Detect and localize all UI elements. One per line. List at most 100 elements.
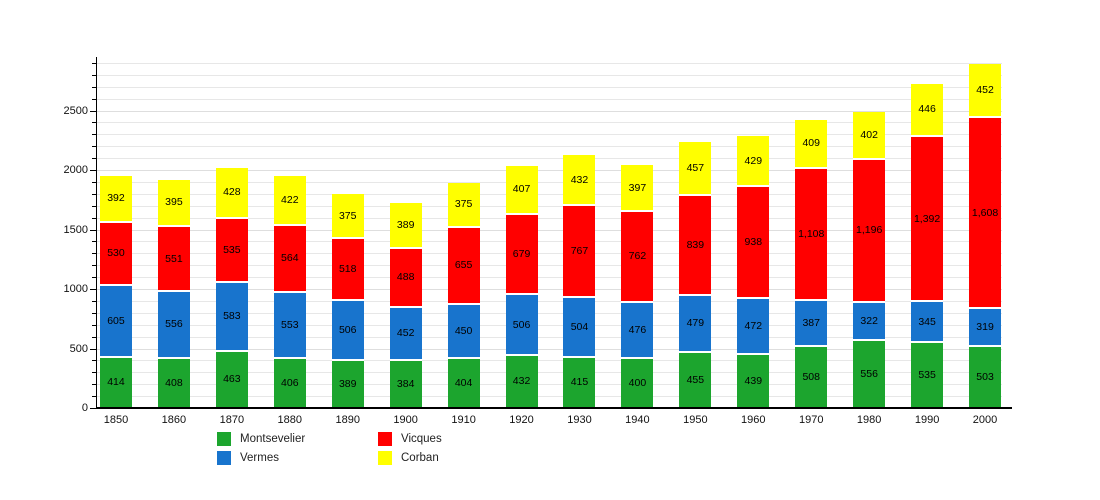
segment-montsevelier-1940: 400 xyxy=(621,359,654,407)
segment-vermes-1850: 605 xyxy=(99,285,132,358)
gridline xyxy=(97,146,1002,148)
y-axis-tick xyxy=(92,193,96,195)
stacked-bar-1890: 375 518 506 389 xyxy=(331,194,364,407)
y-axis-tick xyxy=(90,170,96,172)
y-axis-tick-label: 1500 xyxy=(63,223,88,236)
segment-vermes-1970: 387 xyxy=(795,300,828,347)
gridline xyxy=(97,158,1002,160)
stacked-bar-1930: 432 767 504 415 xyxy=(563,154,596,407)
segment-vermes-1960: 472 xyxy=(737,298,770,355)
stacked-bar-1910: 375 655 450 404 xyxy=(447,182,480,407)
y-axis-tick xyxy=(92,384,96,386)
y-axis-tick xyxy=(92,324,96,326)
segment-value-label: 762 xyxy=(628,250,647,263)
segment-value-label: 556 xyxy=(860,367,878,380)
bar-slot-1880: 422 564 553 406 1880 xyxy=(261,57,319,426)
bar-slot-1980: 402 1,196 322 556 1980 xyxy=(840,57,898,426)
segment-vicques-1980: 1,196 xyxy=(853,160,886,303)
segment-vicques-1880: 564 xyxy=(273,225,306,293)
x-axis-label-1860: 1860 xyxy=(161,414,187,426)
segment-vermes-1940: 476 xyxy=(621,302,654,360)
segment-corban-1980: 402 xyxy=(853,112,886,161)
gridline xyxy=(97,98,1002,100)
segment-montsevelier-1880: 406 xyxy=(273,358,306,407)
stacked-bar-1850: 392 530 605 414 xyxy=(99,176,132,407)
stacked-bar-1960: 429 938 472 439 xyxy=(737,136,770,407)
legend-label-corban: Corban xyxy=(401,451,439,464)
segment-vicques-1940: 762 xyxy=(621,212,654,303)
segment-value-label: 455 xyxy=(686,373,705,386)
segment-montsevelier-1870: 463 xyxy=(215,351,248,407)
segment-montsevelier-1970: 508 xyxy=(795,346,828,407)
legend-swatch-vermes xyxy=(217,450,231,465)
segment-corban-1990: 446 xyxy=(911,83,944,137)
x-axis-label-1950: 1950 xyxy=(683,414,708,426)
gridline xyxy=(97,312,1002,314)
segment-corban-1960: 429 xyxy=(737,136,770,188)
segment-vermes-1930: 504 xyxy=(563,297,596,358)
x-axis-label-1940: 1940 xyxy=(625,414,650,426)
segment-montsevelier-1860: 408 xyxy=(157,358,190,407)
y-axis-tick xyxy=(92,300,96,302)
legend-label-vicques: Vicques xyxy=(401,432,442,445)
y-axis-tick-label: 0 xyxy=(81,402,88,414)
segment-value-label: 463 xyxy=(223,373,241,386)
y-axis-tick-label: 500 xyxy=(69,342,88,355)
segment-vicques-2000: 1,608 xyxy=(969,117,1002,310)
segment-value-label: 319 xyxy=(976,321,994,334)
x-axis-label-1900: 1900 xyxy=(393,414,418,426)
segment-corban-2000: 452 xyxy=(969,64,1002,118)
y-axis-line xyxy=(96,57,97,408)
gridline xyxy=(97,289,1002,291)
segment-value-label: 387 xyxy=(802,316,820,329)
legend: Montsevelier Vermes Vicques Corban xyxy=(217,429,442,467)
segment-vicques-1860: 551 xyxy=(157,226,190,293)
x-axis-label-1910: 1910 xyxy=(451,414,476,426)
y-axis-tick xyxy=(92,205,96,207)
bar-slot-1960: 429 938 472 439 1960 xyxy=(724,57,782,426)
segment-value-label: 457 xyxy=(686,161,705,174)
bar-slot-1850: 392 530 605 414 1850 xyxy=(87,57,145,426)
stacked-bar-1860: 395 551 556 408 xyxy=(157,179,190,407)
y-axis-tick xyxy=(92,360,96,362)
segment-montsevelier-1960: 439 xyxy=(737,354,770,407)
x-axis-label-2000: 2000 xyxy=(972,414,998,426)
x-axis-label-1930: 1930 xyxy=(567,414,592,426)
y-axis-tick xyxy=(92,277,96,279)
stacked-bar-1980: 402 1,196 322 556 xyxy=(853,112,886,407)
segment-value-label: 392 xyxy=(107,192,125,205)
segment-value-label: 583 xyxy=(223,310,241,323)
gridline xyxy=(97,360,1002,362)
legend-swatch-corban xyxy=(378,450,392,465)
x-axis-line xyxy=(96,407,1012,409)
segment-vermes-1900: 452 xyxy=(389,307,422,362)
x-axis-label-1850: 1850 xyxy=(103,414,129,426)
segment-value-label: 415 xyxy=(570,376,589,389)
stacked-bar-1950: 457 839 479 455 xyxy=(679,141,712,407)
bar-slot-1930: 432 767 504 415 1930 xyxy=(551,57,609,426)
y-axis-tick xyxy=(92,336,96,338)
segment-vermes-1880: 553 xyxy=(273,292,306,359)
y-axis-tick xyxy=(90,408,96,409)
stacked-bar-1990: 446 1,392 345 535 xyxy=(911,83,944,407)
segment-value-label: 389 xyxy=(396,219,415,232)
y-axis-tick xyxy=(92,158,96,160)
segment-vermes-1920: 506 xyxy=(505,295,538,356)
segment-value-label: 389 xyxy=(338,377,357,390)
segment-value-label: 535 xyxy=(223,243,241,256)
y-axis-tick xyxy=(92,146,96,148)
segment-value-label: 551 xyxy=(165,252,183,265)
segment-vicques-1890: 518 xyxy=(331,238,364,301)
segment-montsevelier-1930: 415 xyxy=(563,357,596,407)
legend-swatch-vicques xyxy=(378,431,392,446)
segment-value-label: 472 xyxy=(744,319,763,332)
segment-montsevelier-1900: 384 xyxy=(389,361,422,407)
segment-corban-1930: 432 xyxy=(563,154,596,207)
segment-value-label: 409 xyxy=(802,137,820,150)
segment-value-label: 1,108 xyxy=(798,227,825,240)
segment-value-label: 504 xyxy=(570,320,589,333)
gridline xyxy=(97,348,1002,350)
bar-slot-1860: 395 551 556 408 1860 xyxy=(145,57,203,426)
segment-corban-1910: 375 xyxy=(447,182,480,228)
gridline xyxy=(97,205,1002,207)
